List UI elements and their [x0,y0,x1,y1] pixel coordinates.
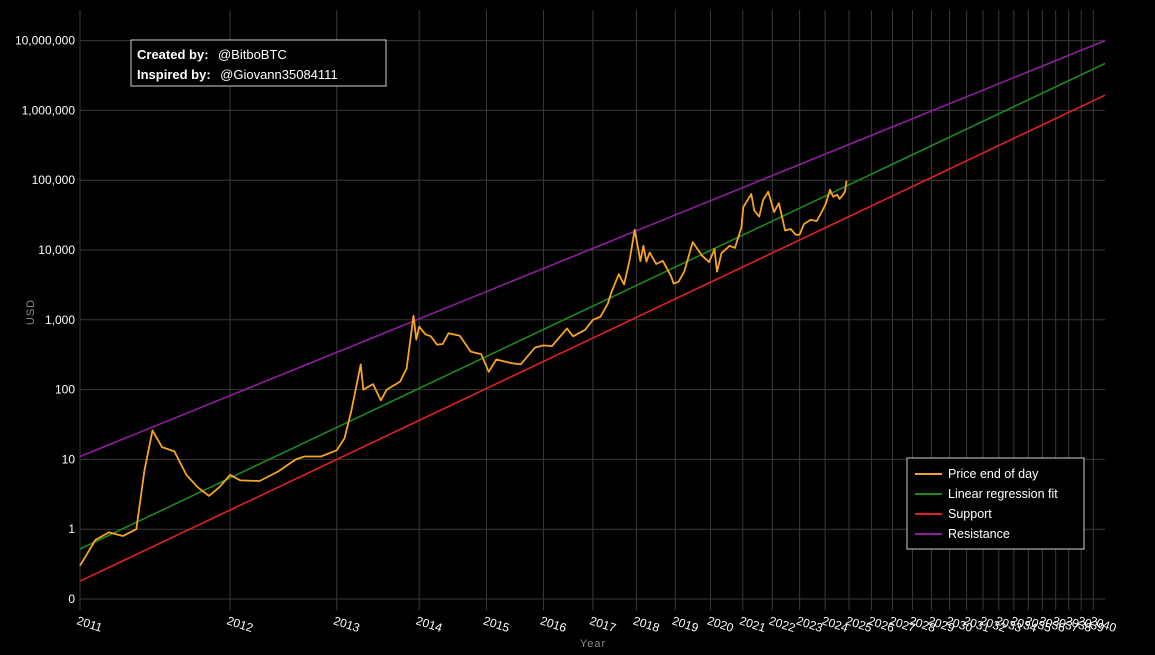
x-tick-label: 2018 [631,614,661,636]
annotation-inspired: Inspired by: @Giovann35084111 [137,66,338,83]
y-tick-label: 10 [62,452,76,466]
annotation-inspired-label: Inspired by: [137,67,211,82]
x-tick-label: 2022 [767,614,797,636]
x-tick-label: 2016 [539,614,569,636]
x-tick-label: 2015 [482,614,512,636]
x-tick-label: 2021 [738,614,768,636]
x-tick-label: 2017 [588,614,618,636]
y-axis-title: USD [25,299,37,325]
series-line-resistance [79,39,1106,458]
annotation-created-label: Created by: [137,47,209,62]
legend: Price end of day Linear regression fit S… [906,457,1085,550]
x-tick-label: 2014 [414,614,444,636]
y-tick-label: 1,000 [45,313,75,327]
x-axis-ticks: 2011 2012 2013 2014 2015 2016 2017 2018 2019 2020… [75,614,1118,636]
x-tick-label: 2011 [75,614,104,635]
y-tick-label: 1 [68,522,75,536]
annotation-created-value: @BitboBTC [218,47,287,62]
series-lines [79,39,1106,582]
y-tick-label: 1,000,000 [22,103,76,117]
annotation-created: Created by: @BitboBTC [137,46,287,63]
series-line-linear-regression-fit [79,62,1106,550]
x-tick-label: 2012 [225,614,255,636]
y-tick-label: 100 [55,383,75,397]
legend-item-support[interactable]: Support [948,507,992,521]
y-tick-label: 10,000,000 [15,34,75,48]
annotation-frame [130,39,387,87]
x-tick-label: 2019 [670,614,700,636]
y-axis-ticks: 0 1 10 100 1,000 10,000 100,000 1,000,000 10,000… [15,34,75,606]
y-tick-label: 10,000 [38,243,75,257]
y-tick-label: 0 [68,592,75,606]
x-axis-title: Year [580,638,606,650]
x-tick-label: 2013 [332,614,362,636]
legend-item-price[interactable]: Price end of day [948,467,1039,481]
series-line-support [79,94,1106,582]
legend-item-resistance[interactable]: Resistance [948,527,1010,541]
annotation-box: Created by: @BitboBTC Inspired by: @Giov… [130,39,387,87]
annotation-inspired-value: @Giovann35084111 [220,67,338,82]
legend-item-regression[interactable]: Linear regression fit [948,487,1058,501]
series-line-price-end-of-day [79,180,848,567]
y-tick-label: 100,000 [32,173,76,187]
x-tick-label: 2020 [706,614,736,636]
